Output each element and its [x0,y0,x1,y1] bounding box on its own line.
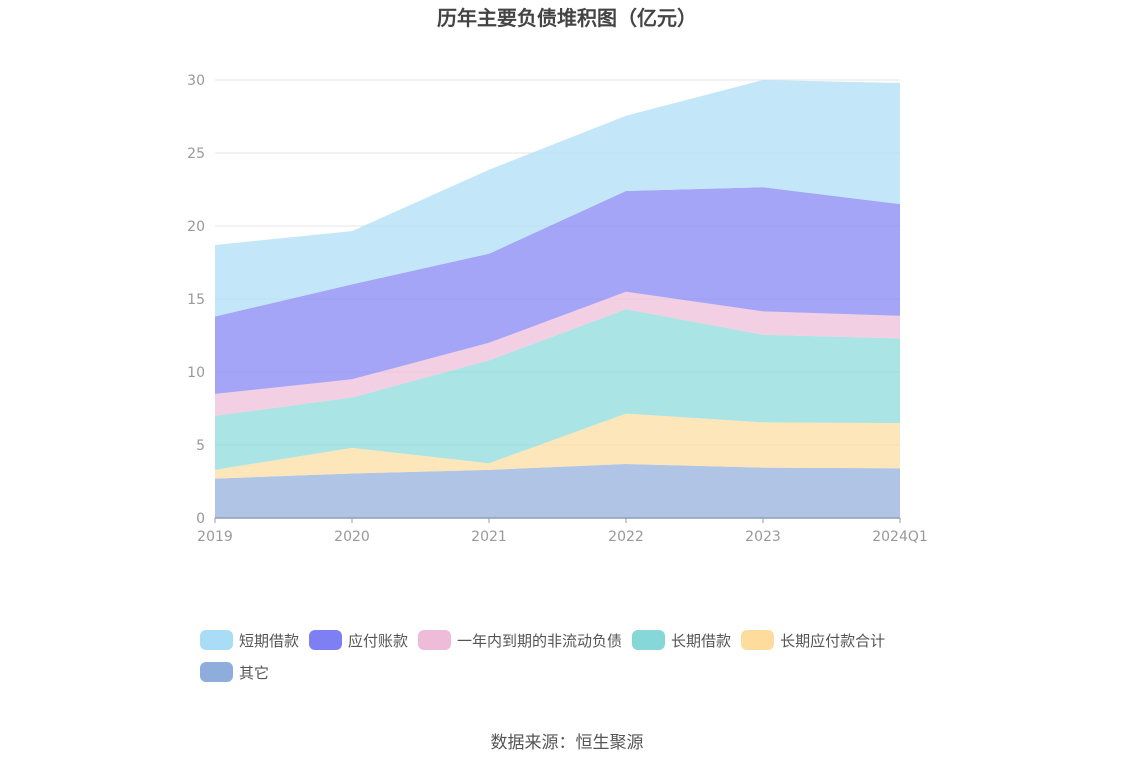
legend-item[interactable]: 应付账款 [309,628,408,652]
y-tick-label: 10 [187,365,205,381]
y-tick-label: 25 [187,146,205,162]
legend-label: 长期借款 [671,631,732,650]
chart-plot: 0 5 10 15 20 25 30 2019 2020 2021 2022 2023 2024Q1 [187,73,928,545]
area-series-0[interactable] [215,463,900,518]
area-series-4[interactable] [215,187,900,394]
legend-item[interactable]: 其它 [200,660,269,684]
legend: 短期借款 应付账款 一年内到期的非流动负债 长期借款 长期应付款合计其它 [200,628,960,684]
legend-item[interactable]: 短期借款 [200,628,299,652]
chart-title: 历年主要负债堆积图（亿元） [437,6,697,30]
legend-label: 一年内到期的非流动负债 [457,631,623,650]
legend-swatch [200,662,233,682]
y-tick-label: 0 [196,511,205,527]
x-tick-label: 2022 [608,529,644,545]
legend-label: 短期借款 [239,631,300,650]
legend-label: 长期应付款合计 [780,631,886,650]
x-tick-label: 2019 [197,529,233,545]
y-tick-label: 30 [187,73,205,89]
legend-item[interactable]: 一年内到期的非流动负债 [418,628,622,652]
y-tick-label: 15 [187,292,205,308]
legend-swatch [632,630,666,650]
x-tick-label: 2020 [334,529,370,545]
legend-swatch [418,630,452,650]
area-series-2[interactable] [215,309,900,470]
source-note: 数据来源：恒生聚源 [490,733,644,753]
area-series-3[interactable] [215,291,900,416]
area-series-5[interactable] [215,80,900,317]
legend-swatch [200,630,233,650]
area-series-1[interactable] [215,413,900,479]
x-tick-label: 2023 [745,529,781,545]
x-tick-label: 2021 [471,529,507,545]
legend-label: 其它 [239,663,270,682]
legend-item[interactable]: 长期借款 [632,628,731,652]
legend-item[interactable]: 长期应付款合计 [741,628,885,652]
legend-swatch [309,630,343,650]
y-tick-label: 5 [196,438,205,454]
y-tick-label: 20 [187,219,205,235]
legend-label: 应付账款 [348,631,409,650]
area-layer [215,80,900,518]
legend-swatch [741,630,775,650]
axis-layer: 0 5 10 15 20 25 30 2019 2020 2021 2022 2023 2024Q1 [187,73,928,545]
x-tick-label: 2024Q1 [872,529,928,545]
